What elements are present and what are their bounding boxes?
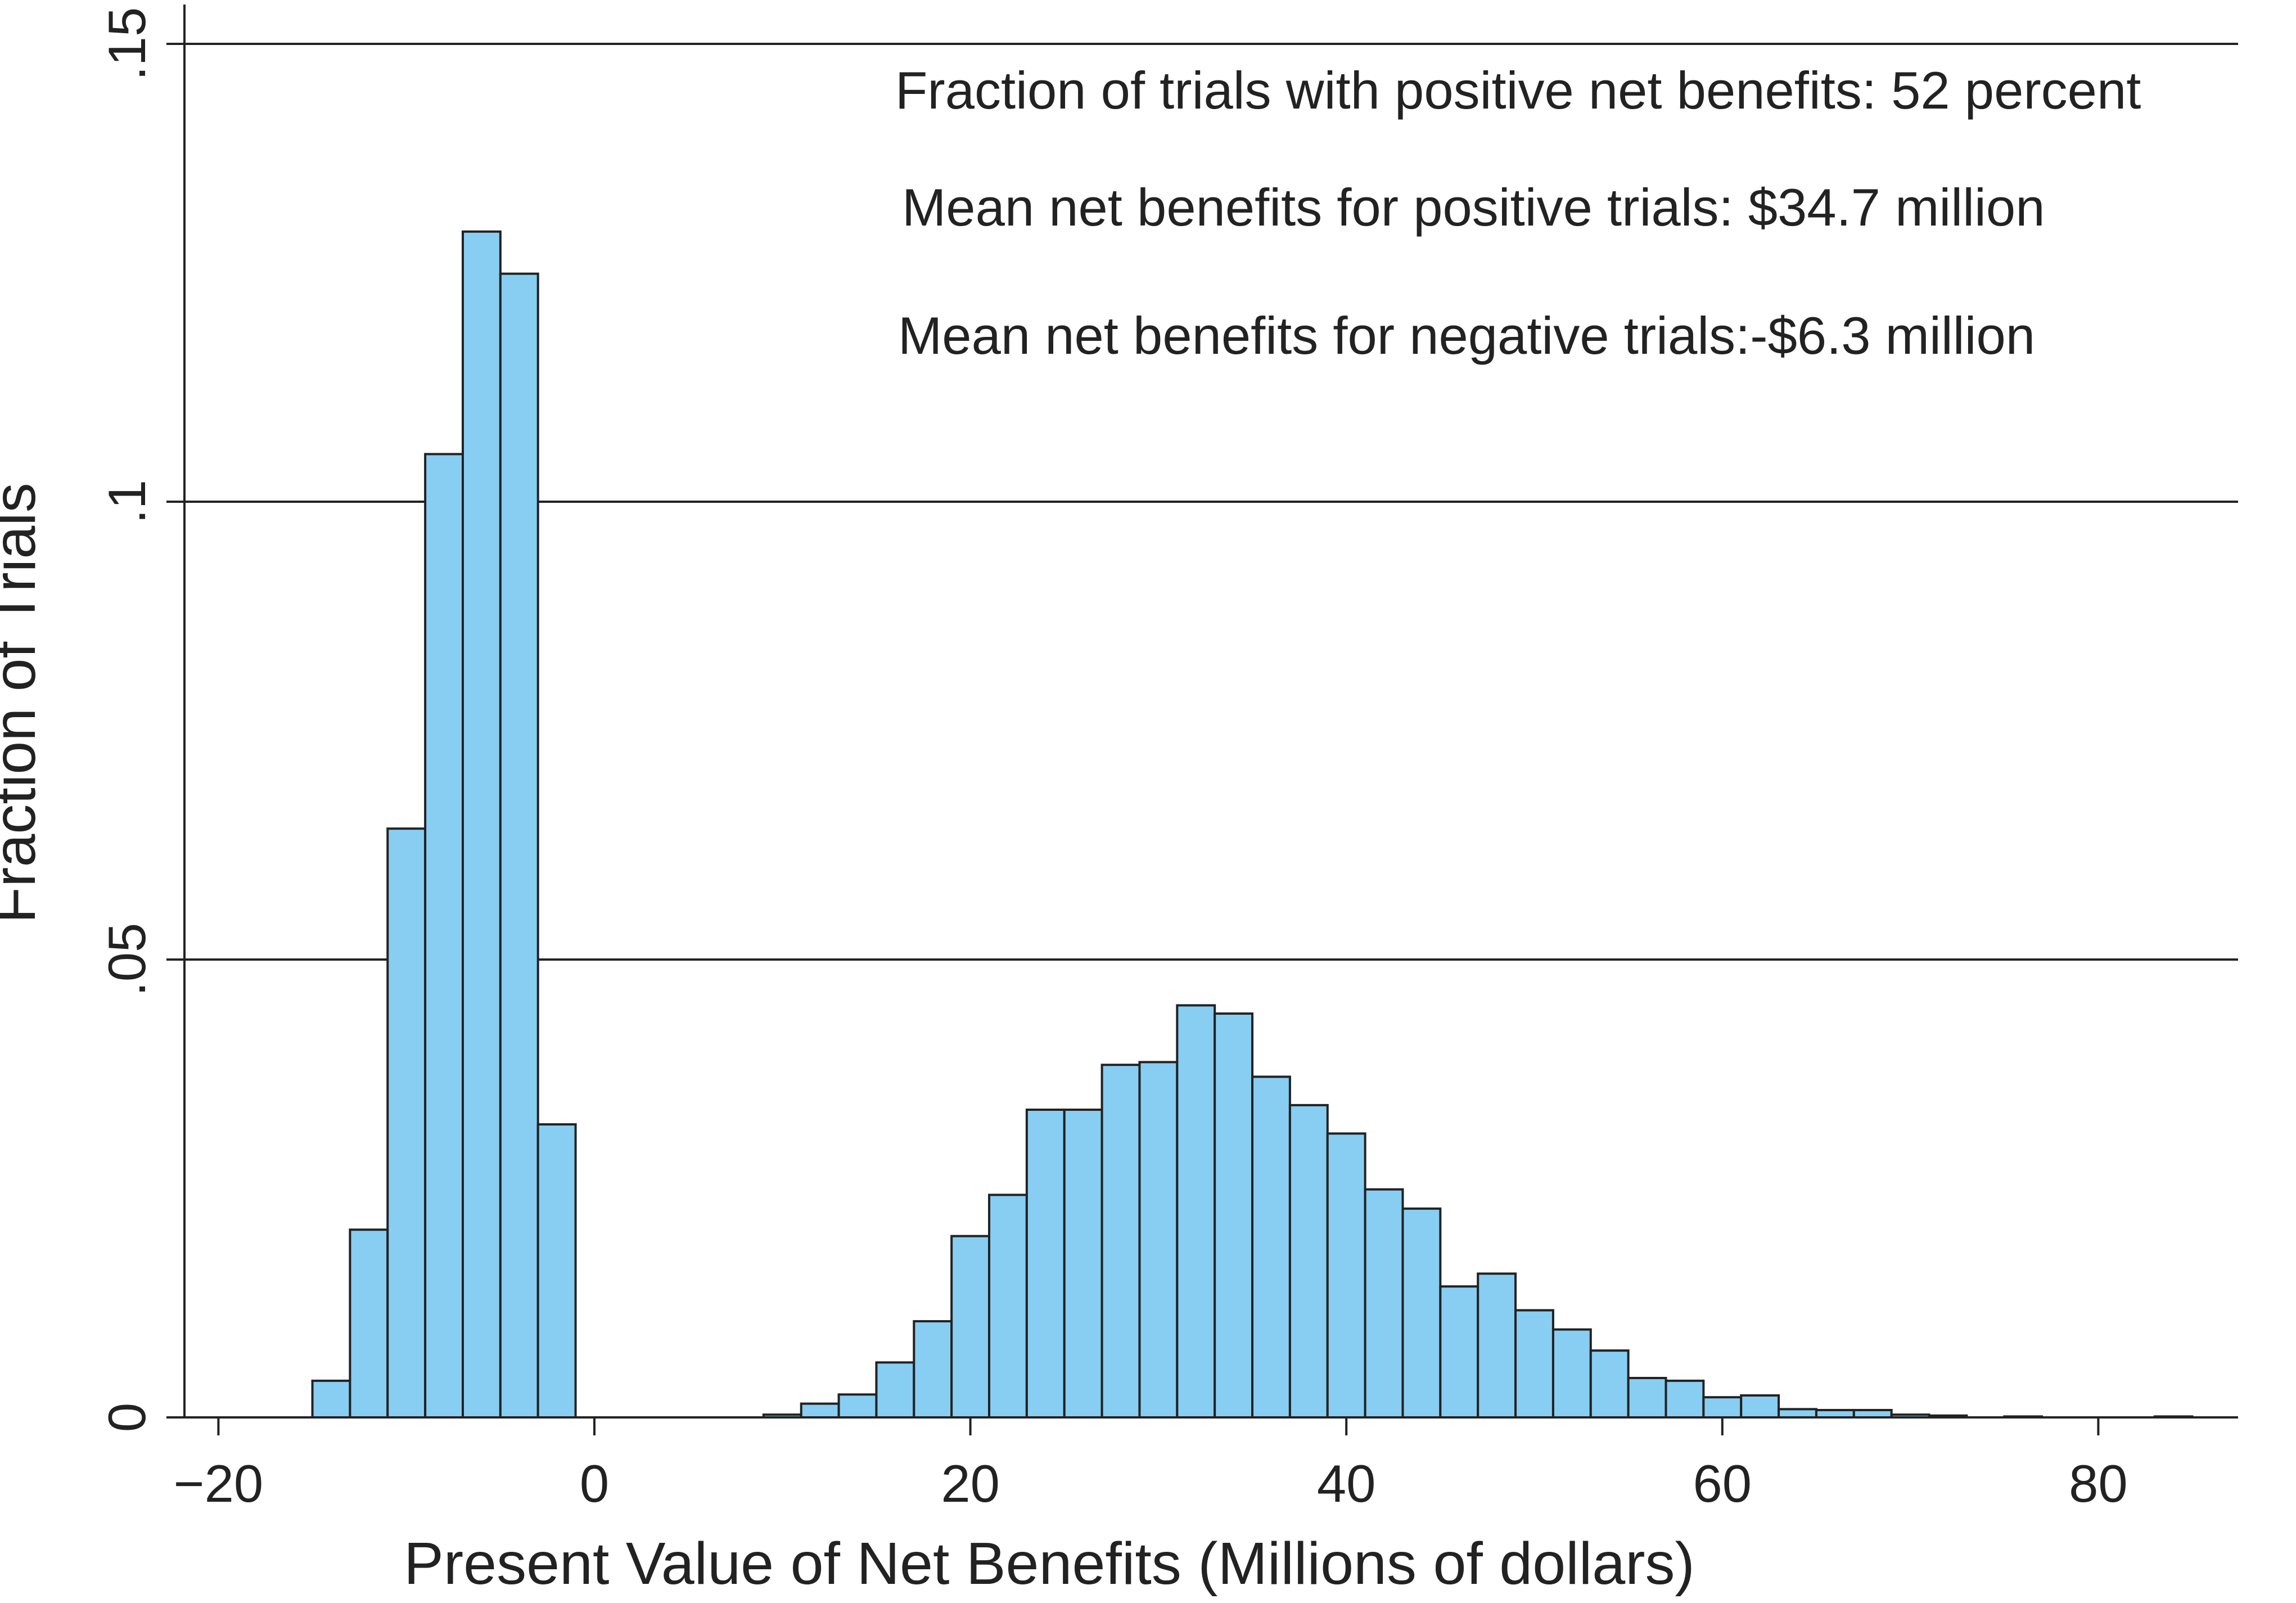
histogram-bar [1025,1108,1066,1419]
histogram-bar [1401,1207,1442,1419]
x-tick-label: −20 [174,1454,263,1513]
x-tick-label: 40 [1317,1454,1376,1513]
histogram-bar [1665,1379,1705,1419]
histogram-bar [1326,1132,1366,1419]
x-axis-title: Present Value of Net Benefits (Millions … [404,1530,1695,1597]
histogram-bar [386,827,427,1419]
histogram-bar [950,1235,991,1419]
histogram-bar [349,1228,389,1419]
histogram-bar [1176,1004,1216,1419]
y-tick-label: .05 [97,923,156,997]
histogram-bar [988,1194,1028,1419]
y-tick-label: .1 [97,480,156,524]
histogram-bar [1778,1408,1817,1419]
x-tick-label: 0 [580,1454,609,1513]
histogram-bar [1702,1396,1743,1419]
x-tick-label: 20 [941,1454,1000,1513]
histogram-bar [1100,1064,1141,1419]
histogram-bar [913,1320,953,1419]
histogram-bar [499,272,539,1419]
histogram-bar [1439,1285,1479,1419]
histogram-bar [1364,1188,1404,1419]
histogram-bar [536,1123,577,1419]
histogram-bar [837,1393,878,1419]
y-axis-ticks: 0 .05 .1 .15 [97,7,184,1432]
histogram-bar [1138,1061,1179,1419]
y-tick-label: 0 [97,1403,156,1432]
histogram-bar [1551,1328,1592,1419]
histogram-bar [311,1379,351,1419]
annotation-mean-negative: Mean net benefits for negative trials:-$… [898,306,2035,365]
x-tick-label: 60 [1693,1454,1752,1513]
annotation-positive-fraction: Fraction of trials with positive net ben… [895,61,2141,120]
x-tick-label: 80 [2069,1454,2128,1513]
histogram-bar [1063,1108,1103,1419]
histogram-bar [1589,1349,1630,1419]
histogram-bar [1214,1012,1254,1419]
histogram-bar [1477,1272,1517,1419]
x-axis-ticks: −20 0 20 40 60 80 [174,1417,2128,1513]
histogram-bars [311,230,2194,1419]
histogram-bar [424,453,464,1419]
histogram-bar [1251,1075,1291,1419]
y-axis-title: Fraction of Trials [0,483,48,923]
histogram-bar [875,1361,915,1419]
histogram-bar [1288,1104,1329,1419]
histogram-bar [461,230,502,1419]
histogram-bar [1627,1376,1667,1419]
histogram-bar [1740,1394,1780,1419]
y-tick-label: .15 [97,7,156,81]
annotation-mean-positive: Mean net benefits for positive trials: $… [902,178,2045,237]
histogram-bar [1514,1309,1554,1419]
histogram-bar [800,1402,840,1419]
